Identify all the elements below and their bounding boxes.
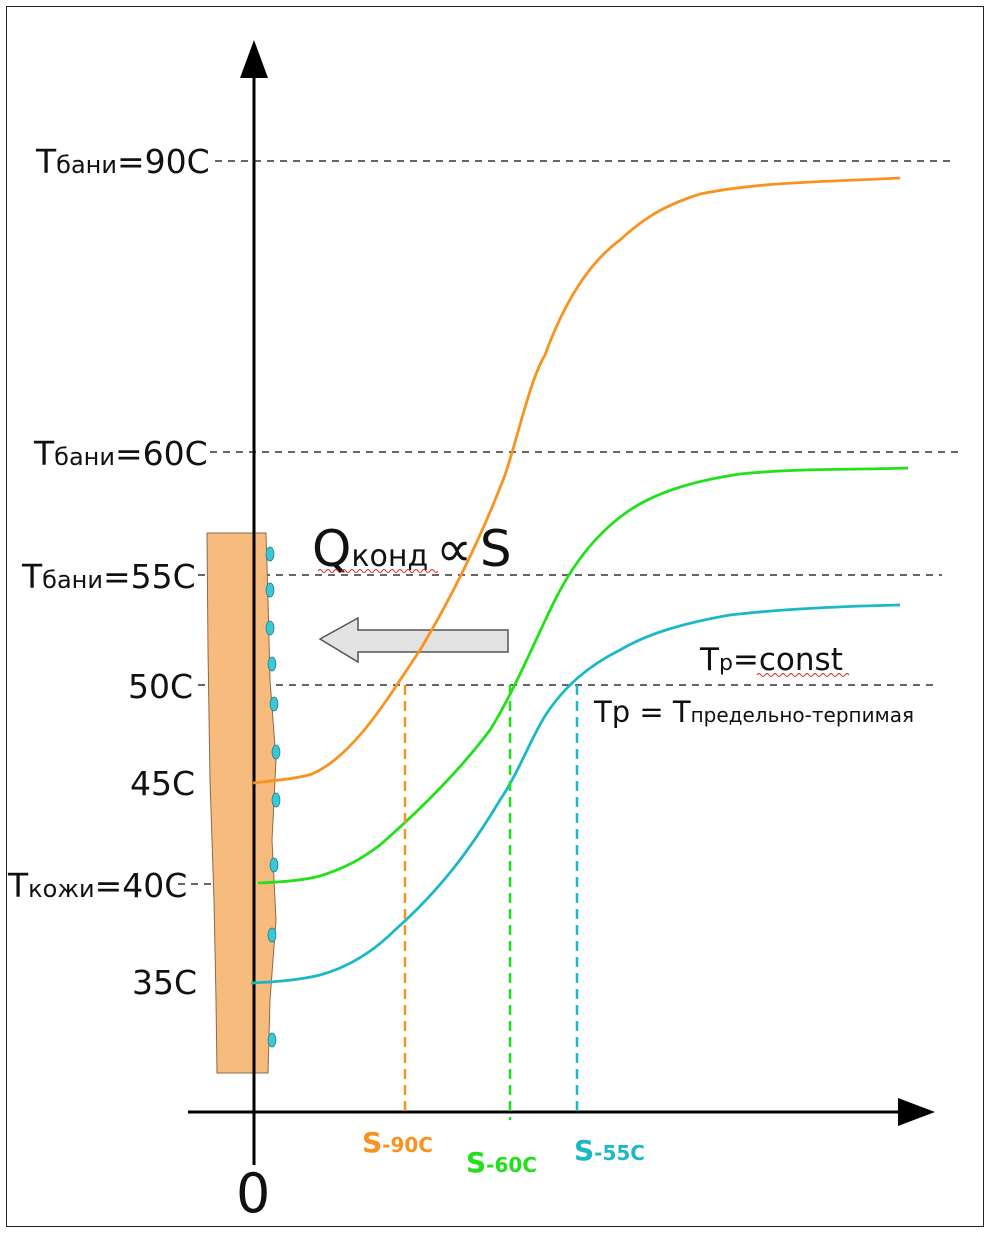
droplet <box>267 656 277 672</box>
label-bath-90: Tбани=90C <box>35 142 210 181</box>
droplet <box>267 927 277 943</box>
x-axis-arrowhead <box>898 1098 935 1126</box>
tp-definition-label: Tр = Tпредельно-терпимая <box>593 695 914 729</box>
label-bath-60: Tбани=60C <box>33 434 208 473</box>
droplet <box>267 1032 277 1048</box>
flux-spellcheck-underline <box>317 569 439 573</box>
droplet <box>269 857 279 873</box>
label-bath-55: Tбани=55C <box>21 557 196 596</box>
curve-55c <box>250 603 901 985</box>
droplet <box>265 546 275 562</box>
droplet <box>271 792 281 808</box>
droplet <box>269 696 279 712</box>
skin-strip <box>206 532 277 1074</box>
label-s-60c: S-60C <box>466 1146 537 1179</box>
label-35c: 35C <box>132 963 197 1002</box>
curve-90c <box>252 176 901 785</box>
droplet <box>265 582 275 598</box>
diagram-frame <box>6 6 984 1227</box>
y-axis-arrowhead <box>240 40 268 78</box>
sweat-droplets <box>265 546 281 1048</box>
const-spellcheck-underline <box>756 673 850 677</box>
tp-const-label: Tр=const <box>699 642 843 678</box>
label-50c: 50C <box>128 667 193 706</box>
label-skin-40: Tкожи=40C <box>7 866 187 905</box>
label-s-90c: S-90C <box>362 1126 433 1159</box>
curve-60c <box>257 466 909 885</box>
origin-label: 0 <box>236 1162 270 1225</box>
flux-label: Qконд ∝ S <box>312 520 512 578</box>
label-s-55c: S-55C <box>574 1134 645 1167</box>
heat-flux-arrow <box>318 616 509 664</box>
droplet <box>265 620 275 636</box>
label-45c: 45C <box>130 764 195 803</box>
droplet <box>271 744 281 760</box>
